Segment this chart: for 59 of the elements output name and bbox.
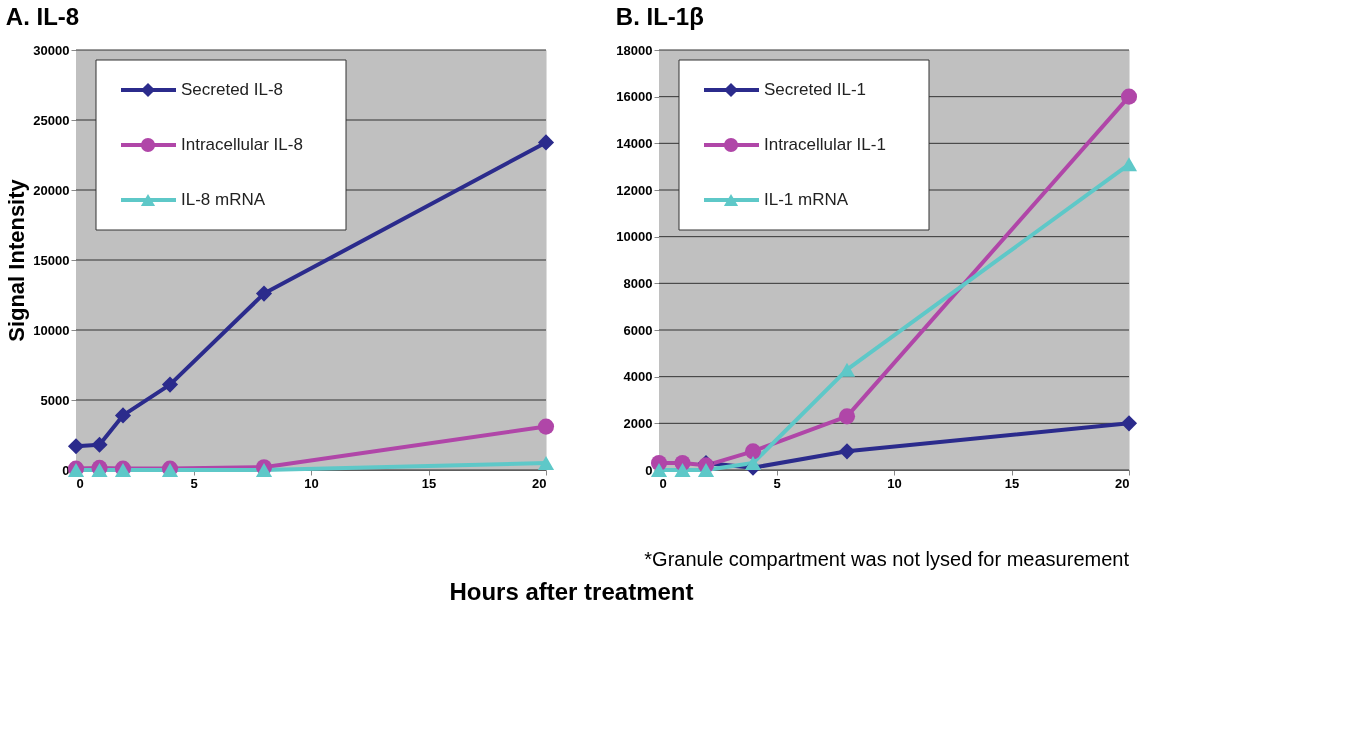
point [744, 443, 762, 460]
point [255, 463, 273, 477]
y-tick-label: 14000 [616, 135, 653, 151]
point [838, 408, 856, 425]
x-tick-label: 15 [421, 475, 437, 491]
y-tick-label: 18000 [616, 42, 653, 58]
y-tick-label: 10000 [616, 229, 653, 245]
point [537, 134, 555, 151]
legend-label: Intracellular IL-1 [764, 135, 886, 154]
x-tick-label: 10 [304, 475, 319, 491]
point [67, 438, 85, 455]
x-tick-label: 5 [190, 475, 198, 491]
x-tick-label: 20 [1115, 475, 1130, 491]
y-tick-label: 4000 [623, 369, 653, 385]
y-tick-label: 0 [62, 462, 70, 478]
x-tick-label: 0 [76, 475, 84, 491]
point [838, 362, 856, 377]
point [91, 463, 108, 477]
point [744, 456, 762, 470]
y-tick-label: 8000 [623, 275, 653, 291]
legend-label: Secreted IL-8 [181, 80, 284, 99]
legend-label: Secreted IL-1 [764, 80, 867, 99]
point [255, 285, 273, 302]
point [697, 463, 715, 477]
point [537, 456, 555, 470]
y-tick-label: 2000 [623, 415, 653, 431]
point [114, 407, 132, 424]
chart-title: B. IL-1β [615, 3, 704, 30]
y-tick-label: 10000 [33, 322, 70, 338]
point [674, 463, 691, 477]
point [1120, 88, 1138, 105]
legend-label: Intracellular IL-8 [181, 135, 303, 154]
y-tick-label: 16000 [616, 89, 653, 105]
y-tick-label: 20000 [33, 182, 70, 198]
x-tick-label: 10 [887, 475, 902, 491]
x-tick-label: 15 [1004, 475, 1020, 491]
x-axis-title: Hours after treatment [449, 577, 694, 605]
point [91, 436, 108, 453]
x-tick-label: 20 [532, 475, 547, 491]
point [838, 443, 856, 460]
point [1120, 415, 1138, 432]
y-tick-label: 6000 [623, 322, 653, 338]
y-tick-label: 5000 [40, 392, 70, 408]
point [650, 463, 668, 477]
point [1120, 157, 1138, 172]
point [161, 376, 179, 393]
y-tick-label: 0 [645, 462, 653, 478]
point [537, 418, 555, 435]
x-tick-label: 0 [659, 475, 667, 491]
text: *Granule compartment was not lysed for measurement [644, 548, 1130, 570]
y-tick-label: 15000 [33, 252, 70, 268]
y-tick-label: 25000 [33, 112, 70, 128]
y-tick-label: 30000 [33, 42, 70, 58]
x-tick-label: 5 [773, 475, 781, 491]
y-tick-label: 12000 [616, 182, 653, 198]
legend-label: IL-8 mRNA [181, 190, 266, 209]
legend-label: IL-1 mRNA [764, 190, 849, 209]
y-axis-title: Signal Intensity [4, 178, 30, 342]
chart-title: A. IL-8 [5, 3, 80, 30]
